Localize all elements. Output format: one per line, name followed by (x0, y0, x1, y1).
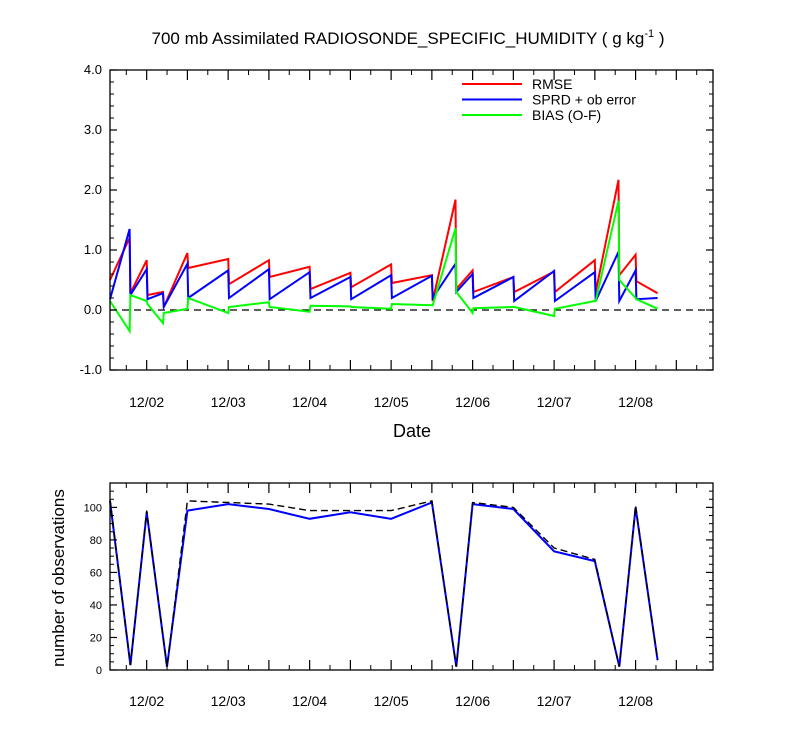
x-tick-label: 12/02 (129, 394, 164, 410)
x-tick-label: 12/03 (211, 394, 246, 410)
y-tick-label: 4.0 (84, 62, 102, 77)
y-tick-label: -1.0 (80, 362, 102, 377)
top-title-close: ) (654, 29, 664, 48)
x-tick-label: 12/02 (129, 693, 164, 709)
top-ticks-group: -1.0 0.0 1.0 2.0 3.0 4.0 12/02 12/03 12/04 12/05 1… (80, 62, 713, 410)
top-series-rmse (109, 179, 659, 308)
y-tick-label: 2.0 (84, 182, 102, 197)
y-tick-label: 100 (84, 502, 102, 514)
bottom-series-observations-possible (109, 499, 659, 667)
bottom-series-group (109, 499, 659, 667)
top-plot-frame (109, 69, 714, 371)
top-series-bias-o-f (109, 200, 659, 335)
y-tick-label: 20 (90, 632, 102, 644)
bottom-y-axis-label: number of observations (49, 489, 68, 667)
top-title: 700 mb Assimilated RADIOSONDE_SPECIFIC_H… (152, 28, 665, 48)
top-title-exponent: -1 (644, 28, 654, 40)
y-tick-label: 1.0 (84, 242, 102, 257)
legend-label-2: BIAS (O-F) (532, 107, 601, 123)
bottom-series-observations-used (109, 500, 659, 667)
bottom-ticks-group: 0 20 40 60 80 100 12/02 12/03 12/04 12/05 12/06 12/… (84, 483, 713, 709)
y-tick-label: 60 (90, 567, 102, 579)
x-tick-label: 12/08 (618, 693, 653, 709)
x-tick-label: 12/08 (618, 394, 653, 410)
y-tick-label: 0.0 (84, 302, 102, 317)
x-tick-label: 12/03 (211, 693, 246, 709)
top-series-group (109, 179, 659, 335)
top-series-sprd-ob-error (109, 228, 658, 311)
x-tick-label: 12/05 (374, 693, 409, 709)
y-tick-label: 3.0 (84, 122, 102, 137)
top-title-main: 700 mb Assimilated RADIOSONDE_SPECIFIC_H… (152, 29, 645, 48)
bottom-panel: 0 20 40 60 80 100 12/02 12/03 12/04 12/05 12/06 12/… (49, 482, 714, 709)
x-tick-label: 12/06 (455, 693, 490, 709)
legend-label-1: SPRD + ob error (532, 92, 636, 108)
legend-label-0: RMSE (532, 76, 572, 92)
top-panel: 700 mb Assimilated RADIOSONDE_SPECIFIC_H… (80, 28, 714, 441)
top-x-axis-label: Date (393, 421, 431, 441)
y-tick-label: 80 (90, 535, 102, 547)
x-tick-label: 12/07 (537, 394, 572, 410)
x-tick-label: 12/04 (292, 693, 327, 709)
x-tick-label: 12/07 (537, 693, 572, 709)
x-tick-label: 12/06 (455, 394, 490, 410)
x-tick-label: 12/04 (292, 394, 327, 410)
x-tick-label: 12/05 (374, 394, 409, 410)
y-tick-label: 40 (90, 600, 102, 612)
y-tick-label: 0 (96, 665, 102, 677)
